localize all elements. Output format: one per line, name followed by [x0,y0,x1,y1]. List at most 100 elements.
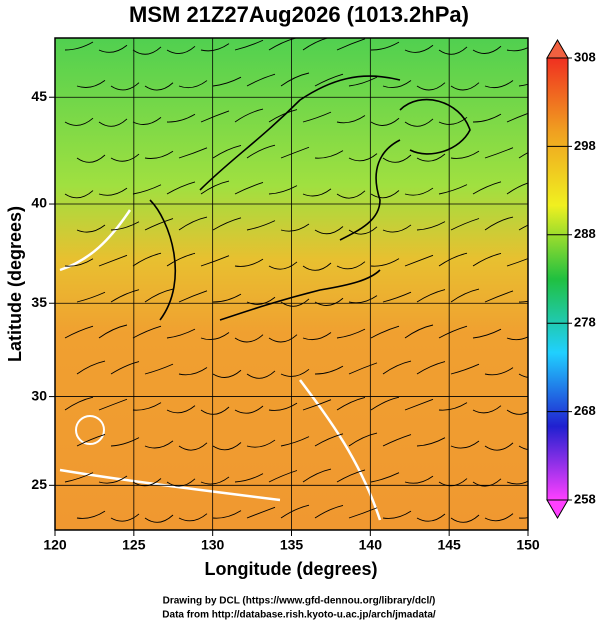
colorbar-tick-label: 298 [574,138,596,153]
streamlines [59,38,528,523]
streamline [110,82,140,91]
streamline [472,45,502,54]
streamline [472,252,502,267]
map-title: MSM 21Z27Aug2026 (1013.2hPa) [129,2,469,27]
streamline [382,360,412,375]
streamline [98,475,128,484]
streamline [234,258,264,267]
streamline [404,475,434,484]
streamline [404,324,434,339]
y-tick-label: 35 [31,294,47,310]
streamline [144,150,174,159]
streamline [518,445,528,450]
streamline [132,46,162,55]
streamline [246,370,276,379]
streamline [518,83,528,87]
streamline [302,262,332,271]
streamline [416,437,446,447]
streamline [416,221,446,231]
streamline [166,478,196,487]
y-tick-label: 40 [31,195,47,211]
streamline [382,154,412,163]
streamline [166,181,196,195]
x-tick-label: 145 [437,537,461,553]
streamline [348,226,378,235]
streamline [144,440,174,449]
streamline [246,506,276,519]
streamline [166,405,196,414]
streamline [280,436,310,447]
streamline [370,41,400,51]
streamline [268,261,298,270]
streamline [234,108,264,123]
streamline [506,47,528,52]
streamline [416,82,446,91]
streamline [268,185,298,195]
streamline [110,289,140,303]
y-axis-label: Latitude (degrees) [5,206,25,362]
streamline [438,46,468,55]
streamline [438,184,468,195]
streamline [370,396,400,411]
streamline [178,80,208,89]
streamline [200,180,230,195]
streamline [212,76,242,87]
streamline [280,72,310,87]
streamline [404,118,434,127]
streamline [302,399,332,411]
streamline [336,115,366,124]
x-tick-label: 135 [280,537,304,553]
streamline [76,291,106,303]
streamline [314,433,344,447]
streamline [506,258,528,267]
streamline [132,117,162,125]
streamline [382,510,412,519]
streamline [506,409,528,415]
streamline [234,39,264,51]
streamline [336,469,366,483]
streamline [518,373,528,378]
x-tick-label: 150 [516,537,540,553]
streamline [438,325,468,339]
streamline [98,254,128,267]
streamline [64,325,94,339]
streamline [450,514,480,523]
credit: Drawing by DCL (https://www.gfd-dennou.o… [163,596,436,607]
streamline [416,513,446,522]
streamline [314,226,344,235]
streamline [382,434,412,447]
streamline [472,328,502,339]
streamline [450,218,480,231]
streamline [280,504,310,519]
streamline [110,513,140,522]
streamline [64,258,94,267]
streamline [336,328,366,339]
streamline [98,44,128,53]
streamline [268,470,298,483]
streamline [178,290,208,303]
streamline [132,252,162,267]
streamline [234,182,264,195]
streamline [382,224,412,233]
streamline [336,38,366,51]
streamline [212,217,242,231]
streamline [404,398,434,411]
streamline [302,468,332,483]
streamline [280,223,310,232]
streamline [484,513,514,522]
streamline [370,117,400,126]
streamline [314,504,344,519]
streamline [246,220,276,231]
streamline [314,150,344,159]
streamline [166,252,196,267]
streamline [416,361,446,375]
streamline [144,514,174,523]
streamline [144,218,174,231]
streamline [416,289,446,303]
streamline [200,43,230,52]
streamline [382,80,412,88]
streamline [144,82,174,91]
streamline [370,325,400,339]
streamline [438,116,468,125]
streamline [302,332,332,341]
